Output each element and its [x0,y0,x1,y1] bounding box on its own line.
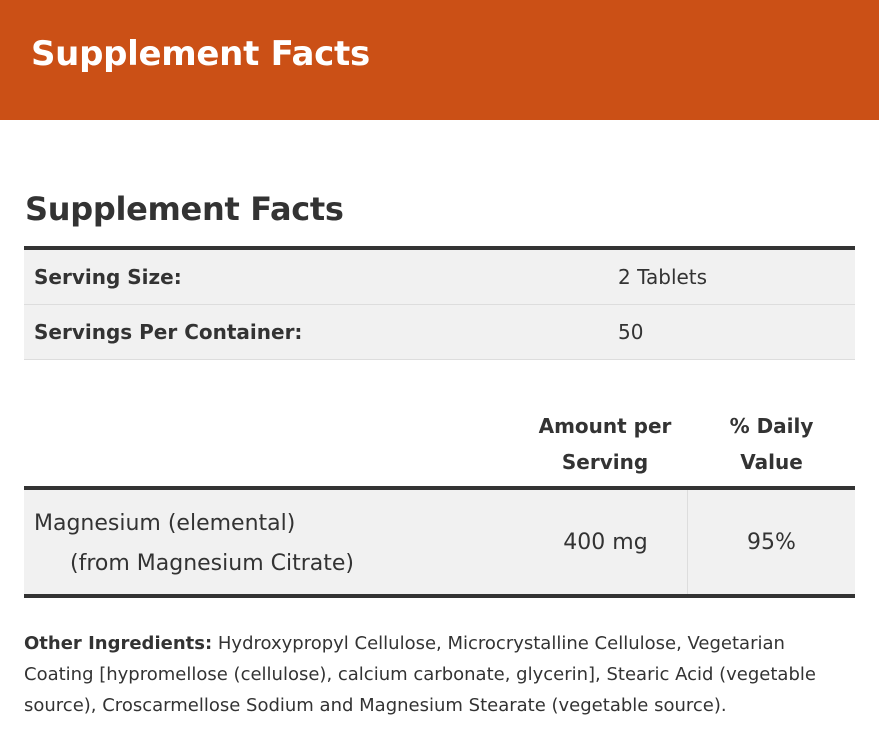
other-ingredients-text: Hydroxypropyl Cellulose, Microcrystallin… [24,633,816,716]
amount-header-line1: Amount per [538,414,672,438]
header-banner: Supplement Facts [0,0,879,120]
serving-size-label: Serving Size: [34,265,182,289]
nutrient-source: (from Magnesium Citrate) [70,551,354,576]
nutrient-row: Magnesium (elemental) (from Magnesium Ci… [24,486,855,598]
servings-per-container-row: Servings Per Container: 50 [24,305,855,360]
nutrient-name: Magnesium (elemental) [34,511,296,536]
facts-title: Supplement Facts [25,190,344,228]
nutrient-name-cell: Magnesium (elemental) (from Magnesium Ci… [24,490,524,594]
nutrient-amount: 400 mg [524,490,688,594]
amount-per-serving-header: Amount per Serving [524,408,686,480]
dv-header-line1: % Daily [729,414,814,438]
banner-title: Supplement Facts [31,34,370,74]
serving-size-value: 2 Tablets [618,265,708,289]
other-ingredients-label: Other Ingredients: [24,633,213,654]
servings-per-container-label: Servings Per Container: [34,320,303,344]
serving-table: Serving Size: 2 Tablets Servings Per Con… [24,246,855,360]
serving-size-row: Serving Size: 2 Tablets [24,250,855,305]
nutrient-daily-value: 95% [747,529,796,555]
servings-per-container-value: 50 [618,320,644,344]
nutrient-table-header: Amount per Serving % Daily Value [24,408,855,490]
dv-header-line2: Value [740,450,803,474]
other-ingredients: Other Ingredients: Hydroxypropyl Cellulo… [24,628,855,721]
daily-value-header: % Daily Value [688,408,855,480]
amount-header-line2: Serving [561,450,649,474]
